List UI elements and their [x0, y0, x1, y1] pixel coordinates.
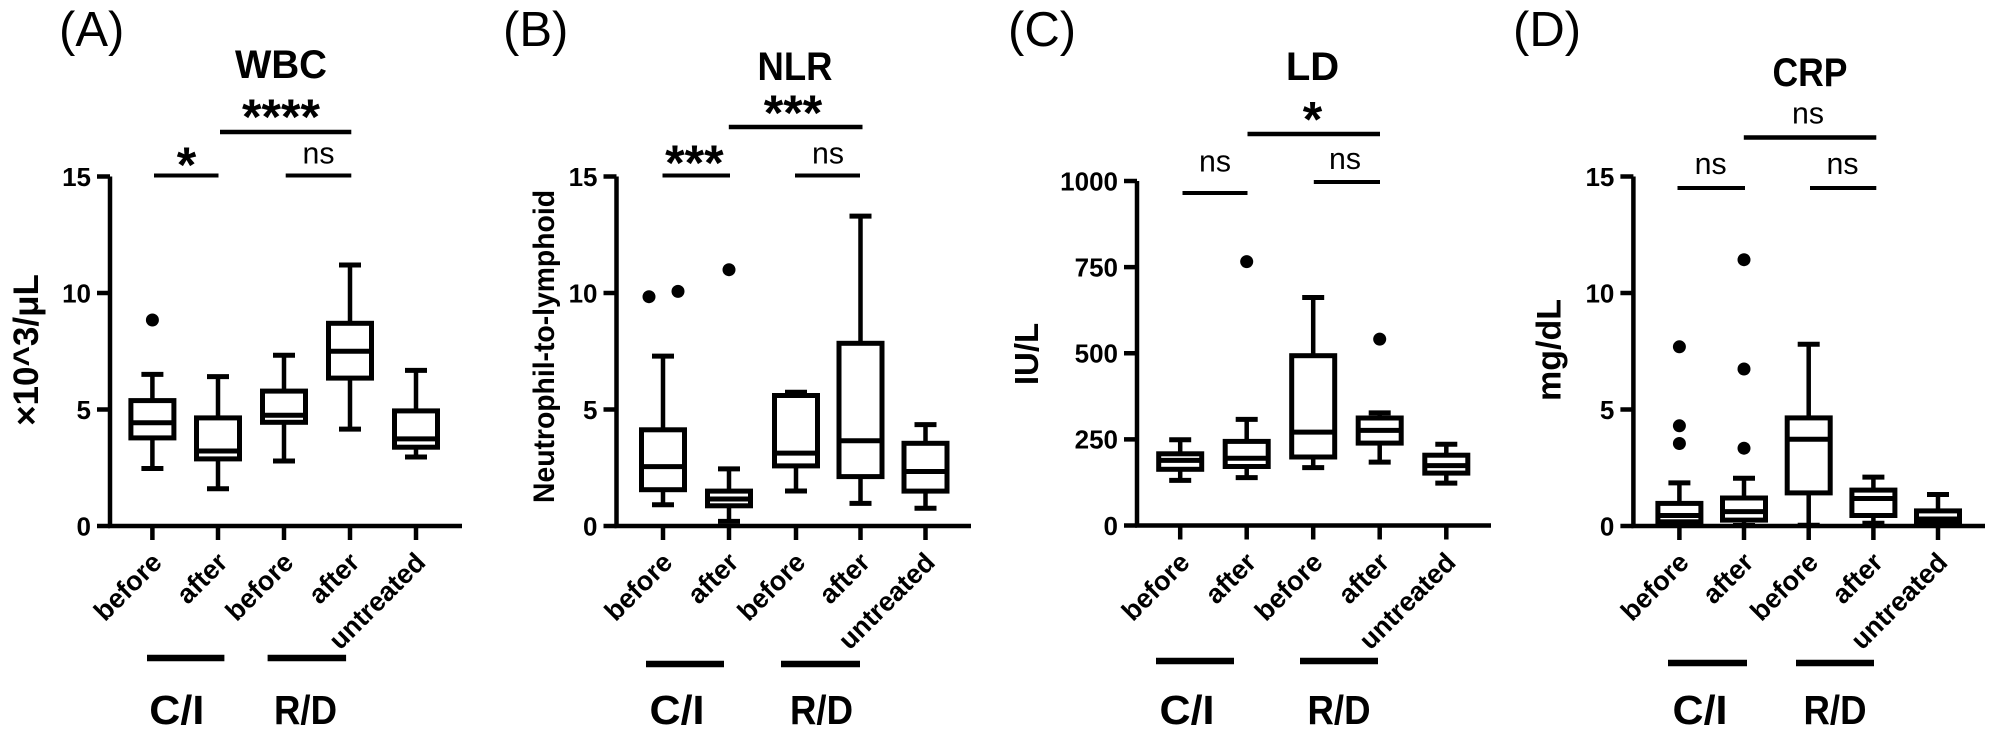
svg-text:****: ****	[242, 89, 321, 145]
svg-text:0: 0	[1104, 511, 1118, 541]
svg-text:ns: ns	[812, 136, 844, 171]
svg-text:10: 10	[62, 278, 91, 308]
svg-text:*: *	[177, 137, 197, 193]
svg-text:ns: ns	[1329, 141, 1361, 176]
svg-text:WBC: WBC	[235, 43, 327, 87]
svg-text:250: 250	[1075, 425, 1118, 455]
svg-text:***: ***	[764, 85, 823, 141]
svg-text:LD: LD	[1286, 45, 1339, 89]
svg-text:C/I: C/I	[650, 687, 705, 733]
svg-text:10: 10	[1585, 278, 1614, 308]
svg-text:15: 15	[569, 162, 598, 192]
svg-text:mg/dL: mg/dL	[1531, 299, 1569, 401]
svg-text:***: ***	[665, 135, 724, 191]
svg-text:R/D: R/D	[274, 687, 337, 733]
svg-text:*: *	[1303, 92, 1323, 148]
svg-text:ns: ns	[1792, 96, 1824, 131]
svg-text:10: 10	[569, 278, 598, 308]
svg-text:CRP: CRP	[1773, 51, 1848, 95]
svg-text:5: 5	[1600, 395, 1614, 425]
svg-text:5: 5	[77, 395, 91, 425]
svg-text:500: 500	[1075, 339, 1118, 369]
svg-text:ns: ns	[1199, 144, 1231, 179]
svg-text:R/D: R/D	[1804, 687, 1867, 733]
svg-text:×10^3/μL: ×10^3/μL	[7, 274, 46, 426]
svg-text:C/I: C/I	[1673, 687, 1728, 733]
svg-text:(D): (D)	[1513, 3, 1581, 57]
svg-text:Neutrophil-to-lymphoid: Neutrophil-to-lymphoid	[528, 190, 561, 503]
svg-text:C/I: C/I	[1160, 687, 1215, 733]
svg-text:(A): (A)	[59, 3, 124, 57]
svg-text:0: 0	[77, 511, 91, 541]
svg-text:1000: 1000	[1060, 166, 1118, 196]
svg-text:ns: ns	[303, 136, 335, 171]
svg-text:ns: ns	[1695, 146, 1727, 181]
svg-text:NLR: NLR	[758, 45, 833, 89]
svg-text:C/I: C/I	[149, 687, 204, 733]
svg-text:15: 15	[1585, 162, 1614, 192]
svg-text:IU/L: IU/L	[1008, 323, 1045, 385]
svg-text:0: 0	[1600, 511, 1614, 541]
svg-text:750: 750	[1075, 252, 1118, 282]
svg-text:5: 5	[583, 395, 597, 425]
svg-text:R/D: R/D	[790, 687, 853, 733]
svg-text:0: 0	[583, 511, 597, 541]
svg-text:R/D: R/D	[1308, 687, 1371, 733]
svg-text:ns: ns	[1827, 146, 1859, 181]
svg-text:(B): (B)	[503, 3, 568, 57]
svg-text:(C): (C)	[1008, 3, 1076, 57]
svg-text:15: 15	[62, 162, 91, 192]
